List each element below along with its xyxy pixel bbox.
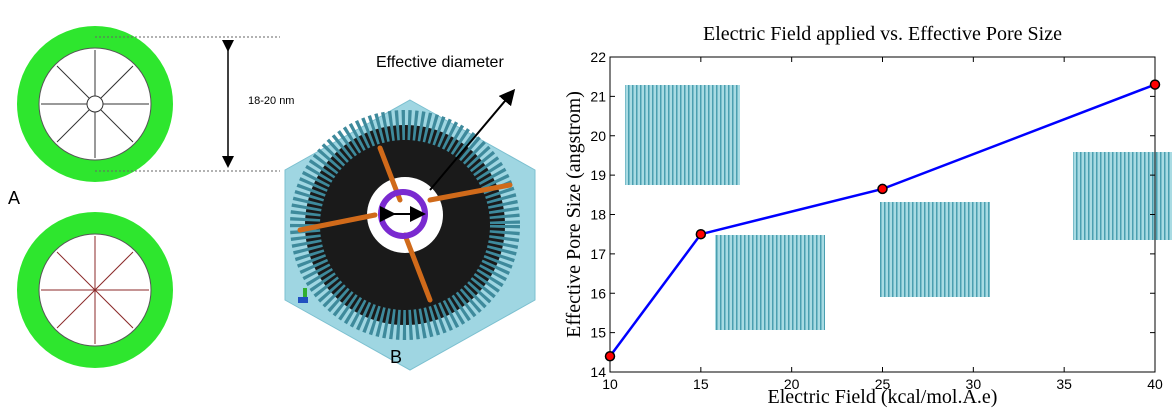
panel-b-art bbox=[284, 88, 536, 371]
annotation: Effective diameter bbox=[376, 54, 504, 71]
x-tick-label: 15 bbox=[693, 376, 709, 392]
data-point bbox=[877, 183, 888, 195]
x-tick-label: 35 bbox=[1056, 376, 1072, 392]
y-tick-label: 20 bbox=[590, 128, 606, 144]
panel-label: B bbox=[390, 347, 402, 367]
data-point bbox=[1149, 79, 1161, 90]
y-tick-label: 17 bbox=[590, 246, 606, 262]
y-tick-label: 19 bbox=[590, 167, 606, 183]
panel-a-art bbox=[17, 26, 280, 368]
y-tick-label: 18 bbox=[590, 207, 606, 223]
y-tick-label: 22 bbox=[590, 49, 606, 65]
y-tick-label: 16 bbox=[590, 285, 606, 301]
x-tick-label: 10 bbox=[602, 376, 618, 392]
x-tick-label: 30 bbox=[966, 376, 982, 392]
data-point bbox=[604, 351, 616, 362]
x-tick-label: 40 bbox=[1147, 376, 1163, 392]
y-tick-label: 21 bbox=[590, 88, 606, 104]
chart: Electric Field applied vs. Effective Por… bbox=[563, 23, 1163, 408]
md-snapshots bbox=[625, 85, 1172, 330]
x-tick-label: 25 bbox=[875, 376, 891, 392]
y-axis-label: Effective Pore Size (angstrom) bbox=[563, 91, 585, 338]
y-tick-label: 15 bbox=[590, 325, 606, 341]
x-tick-label: 20 bbox=[784, 376, 800, 392]
panel-label: A bbox=[8, 188, 20, 208]
y-tick-label: 14 bbox=[590, 364, 606, 380]
data-line bbox=[608, 83, 1156, 357]
x-axis-label: Electric Field (kcal/mol.A.e) bbox=[768, 386, 998, 408]
data-point bbox=[695, 228, 707, 240]
dimension-label: 18-20 nm bbox=[248, 95, 294, 107]
chart-title: Electric Field applied vs. Effective Por… bbox=[703, 23, 1062, 45]
